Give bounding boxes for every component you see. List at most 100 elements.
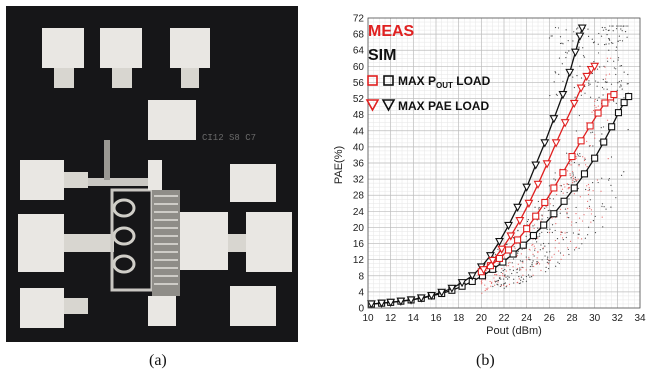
scatter-point xyxy=(597,81,599,83)
scatter-point xyxy=(487,287,489,289)
scatter-point xyxy=(610,42,613,44)
scatter-point xyxy=(573,181,575,183)
scatter-point xyxy=(531,262,533,264)
bias-line xyxy=(104,140,110,180)
scatter-point xyxy=(569,186,571,189)
scatter-point xyxy=(559,185,561,187)
series-point xyxy=(600,138,608,146)
scatter-point xyxy=(566,152,568,154)
scatter-point xyxy=(539,233,541,235)
scatter-point xyxy=(505,286,507,288)
scatter-point xyxy=(561,42,563,44)
y-tick-label: 20 xyxy=(353,223,365,234)
scatter-point xyxy=(582,55,585,57)
scatter-point xyxy=(608,38,610,40)
scatter-point xyxy=(518,275,520,278)
scatter-point xyxy=(620,28,622,30)
series-point xyxy=(519,241,527,249)
scatter-point xyxy=(529,276,531,278)
scatter-point xyxy=(572,174,574,176)
scatter-point xyxy=(577,27,579,29)
x-tick-label: 24 xyxy=(521,313,533,324)
y-axis-label: PAE(%) xyxy=(333,146,345,184)
scatter-point xyxy=(621,88,623,90)
scatter-point xyxy=(548,232,551,234)
scatter-point xyxy=(533,265,535,268)
pad-right-upper xyxy=(230,164,276,202)
scatter-point xyxy=(588,80,590,82)
pad-top-center-neck xyxy=(112,68,132,88)
scatter-point xyxy=(576,179,578,182)
series-point xyxy=(608,123,616,131)
series-point xyxy=(447,284,457,293)
x-tick-labels: 10 12 14 16 18 20 22 24 26 28 30 32 34 xyxy=(362,313,646,324)
scatter-point xyxy=(566,231,568,234)
scatter-point xyxy=(500,285,502,287)
series-point xyxy=(479,266,489,275)
scatter-point xyxy=(570,164,573,166)
scatter-point xyxy=(610,57,612,59)
scatter-point xyxy=(566,247,569,249)
scatter-point xyxy=(597,43,599,45)
scatter-point xyxy=(533,255,535,257)
scatter-point xyxy=(517,250,519,252)
scatter-point xyxy=(527,274,530,276)
scatter-point xyxy=(520,253,522,255)
scatter-point xyxy=(517,230,519,232)
scatter-point xyxy=(532,274,534,276)
scatter-point xyxy=(627,25,629,27)
scatter-point xyxy=(559,36,562,38)
series-point xyxy=(485,252,495,261)
scatter-point xyxy=(579,155,581,157)
scatter-point xyxy=(532,243,534,246)
scatter-point xyxy=(504,274,506,276)
scatter-point xyxy=(596,179,599,181)
scatter-point xyxy=(619,65,621,67)
scatter-point xyxy=(615,46,618,48)
scatter-point xyxy=(606,33,608,36)
scatter-point xyxy=(554,172,556,174)
scatter-point xyxy=(555,265,557,267)
pad-left-upper-neck xyxy=(64,172,88,188)
scatter-point xyxy=(569,173,571,175)
series-point xyxy=(580,170,589,178)
scatter-point xyxy=(613,60,615,62)
scatter-point xyxy=(506,278,509,280)
scatter-point xyxy=(561,63,563,65)
series-point xyxy=(529,231,538,240)
gate-bias-trace xyxy=(88,178,148,186)
x-tick-label: 26 xyxy=(544,313,556,324)
scatter-point xyxy=(512,266,514,268)
scatter-point xyxy=(548,242,550,245)
scatter-point xyxy=(511,262,513,264)
pad-left-rf xyxy=(18,214,64,272)
scatter-point xyxy=(561,237,564,239)
scatter-point xyxy=(518,278,520,280)
scatter-point xyxy=(578,41,580,43)
scatter-point xyxy=(564,232,566,234)
x-axis-label: Pout (dBm) xyxy=(486,325,542,337)
scatter-point xyxy=(627,73,629,76)
scatter-point xyxy=(605,74,607,76)
input-trace xyxy=(64,234,114,252)
scatter-point xyxy=(567,187,570,189)
scatter-point xyxy=(617,57,620,59)
scatter-point xyxy=(623,171,625,173)
scatter-point xyxy=(541,218,543,220)
scatter-point xyxy=(602,78,604,81)
x-tick-label: 16 xyxy=(430,313,442,324)
scatter-point xyxy=(548,260,550,262)
scatter-point xyxy=(536,261,538,263)
scatter-point xyxy=(568,50,570,52)
y-tick-label: 60 xyxy=(353,62,365,73)
legend-pout-suffix: LOAD xyxy=(453,74,491,88)
scatter-point xyxy=(593,41,595,43)
scatter-point xyxy=(509,261,511,264)
scatter-point xyxy=(615,102,617,104)
scatter-point xyxy=(601,26,603,29)
scatter-point xyxy=(497,280,499,282)
scatter-point xyxy=(589,144,591,147)
scatter-point xyxy=(601,203,604,205)
scatter-point xyxy=(554,247,556,249)
scatter-point xyxy=(531,265,533,267)
